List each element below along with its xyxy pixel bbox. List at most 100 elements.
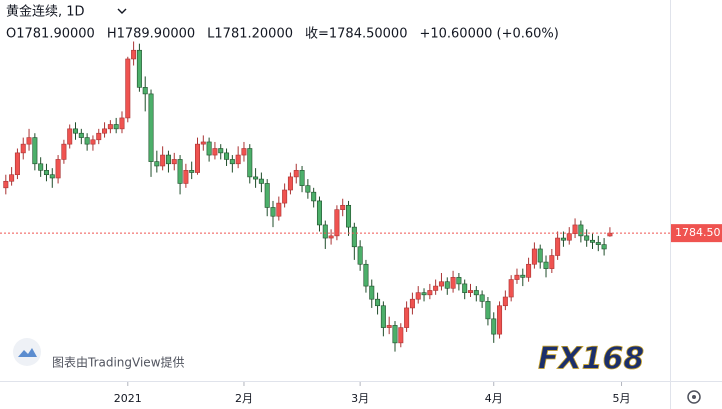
x-tick-label: 2月 bbox=[235, 392, 253, 405]
candle-body bbox=[398, 327, 404, 344]
candle-body bbox=[212, 148, 218, 156]
candle-body bbox=[119, 117, 125, 130]
candle-body bbox=[218, 148, 224, 154]
logo: FX168 bbox=[538, 342, 644, 377]
candle-body bbox=[264, 183, 270, 208]
candle-body bbox=[183, 170, 189, 184]
candle-body bbox=[595, 242, 601, 245]
candle-body bbox=[351, 226, 357, 248]
candle-body bbox=[32, 137, 38, 165]
candle-body bbox=[346, 204, 352, 228]
candle-body bbox=[328, 235, 334, 239]
candle-body bbox=[578, 224, 584, 237]
candle-body bbox=[3, 180, 9, 189]
candle-body bbox=[357, 246, 363, 265]
candle-body bbox=[38, 163, 44, 171]
candle-body bbox=[84, 137, 90, 145]
candle-body bbox=[520, 274, 526, 278]
ohlc-value: +10.60000 (+0.60%) bbox=[419, 27, 558, 42]
candle-body bbox=[485, 301, 491, 320]
candle-body bbox=[543, 261, 549, 269]
tradingview-attribution[interactable]: 图表由TradingView提供 bbox=[13, 338, 185, 370]
last-price-box bbox=[671, 224, 722, 243]
candle-body bbox=[386, 325, 392, 328]
candle-body bbox=[20, 143, 26, 154]
attribution-icon-bg bbox=[13, 338, 41, 366]
x-tick-label: 3月 bbox=[351, 392, 369, 405]
candle-body bbox=[340, 204, 346, 210]
candle-body bbox=[142, 87, 148, 95]
candle-body bbox=[526, 263, 532, 278]
candle-body bbox=[334, 209, 340, 237]
candle-body bbox=[270, 207, 276, 217]
candle-body bbox=[421, 292, 427, 296]
candle-body bbox=[450, 277, 456, 289]
candle-body bbox=[154, 161, 160, 167]
settings-icon bbox=[687, 390, 701, 404]
candle-body bbox=[247, 148, 253, 178]
candle-body bbox=[555, 237, 561, 256]
candle-body bbox=[9, 174, 15, 182]
candle-body bbox=[316, 200, 322, 226]
ohlc-value: O1781.90000 bbox=[6, 27, 95, 42]
ohlc-readout: O1781.90000 H1789.90000 L1781.20000 收=1784.… bbox=[6, 27, 559, 42]
candle-body bbox=[375, 298, 381, 307]
candle-body bbox=[508, 279, 514, 298]
candle-body bbox=[194, 143, 200, 173]
candle-body bbox=[131, 49, 137, 60]
plot-area bbox=[0, 41, 670, 352]
x-tick-label: 2021 bbox=[114, 392, 142, 405]
candle-body bbox=[229, 159, 235, 165]
candle-body bbox=[438, 281, 444, 287]
candle-body bbox=[200, 141, 206, 145]
candle-body bbox=[584, 235, 590, 241]
candle-body bbox=[107, 124, 113, 130]
ohlc-value: H1789.90000 bbox=[107, 27, 195, 42]
candle-body bbox=[404, 307, 410, 328]
candle-body bbox=[572, 224, 578, 234]
candle-body bbox=[96, 132, 102, 141]
candle-body bbox=[258, 178, 264, 184]
candle-body bbox=[287, 176, 293, 191]
candle-body bbox=[409, 298, 415, 309]
candle-body bbox=[537, 248, 543, 263]
candle-body bbox=[502, 296, 508, 307]
candle-body bbox=[55, 159, 61, 179]
x-tick-label: 4月 bbox=[485, 392, 503, 405]
candle-body bbox=[560, 237, 566, 241]
candle-body bbox=[531, 248, 537, 265]
candle-body bbox=[49, 174, 55, 179]
attribution-icon bbox=[18, 348, 37, 357]
x-tick-label: 5月 bbox=[613, 392, 631, 405]
candle-body bbox=[305, 185, 311, 193]
candle-body bbox=[235, 154, 241, 165]
ohlc-value: L1781.20000 bbox=[207, 27, 293, 42]
candle-body bbox=[514, 274, 520, 280]
candle-body bbox=[43, 170, 49, 176]
candle-body bbox=[468, 290, 474, 293]
candle-body bbox=[148, 93, 154, 162]
candle-body bbox=[241, 148, 247, 156]
candle-body bbox=[293, 170, 299, 178]
candle-body bbox=[444, 281, 450, 289]
candle-body bbox=[601, 244, 607, 250]
candle-body bbox=[160, 154, 166, 167]
candle-body bbox=[462, 283, 468, 293]
watermark-text: 图表由TradingView提供 bbox=[52, 355, 185, 370]
settings-button[interactable] bbox=[687, 390, 701, 404]
candle-body bbox=[497, 305, 503, 335]
candle-body bbox=[427, 290, 433, 296]
candle-body bbox=[473, 290, 479, 296]
settings-icon-core bbox=[692, 395, 696, 399]
symbol-title[interactable]: 黄金连续, 1D bbox=[6, 4, 85, 20]
candle-body bbox=[224, 152, 230, 160]
candle-body bbox=[113, 124, 119, 130]
candle-body bbox=[206, 141, 212, 156]
candle-body bbox=[276, 202, 282, 217]
candle-body bbox=[549, 255, 555, 269]
candle-body bbox=[67, 128, 73, 145]
interval-chevron[interactable] bbox=[117, 8, 127, 14]
candle-body bbox=[61, 143, 67, 160]
candle-body bbox=[14, 152, 20, 176]
